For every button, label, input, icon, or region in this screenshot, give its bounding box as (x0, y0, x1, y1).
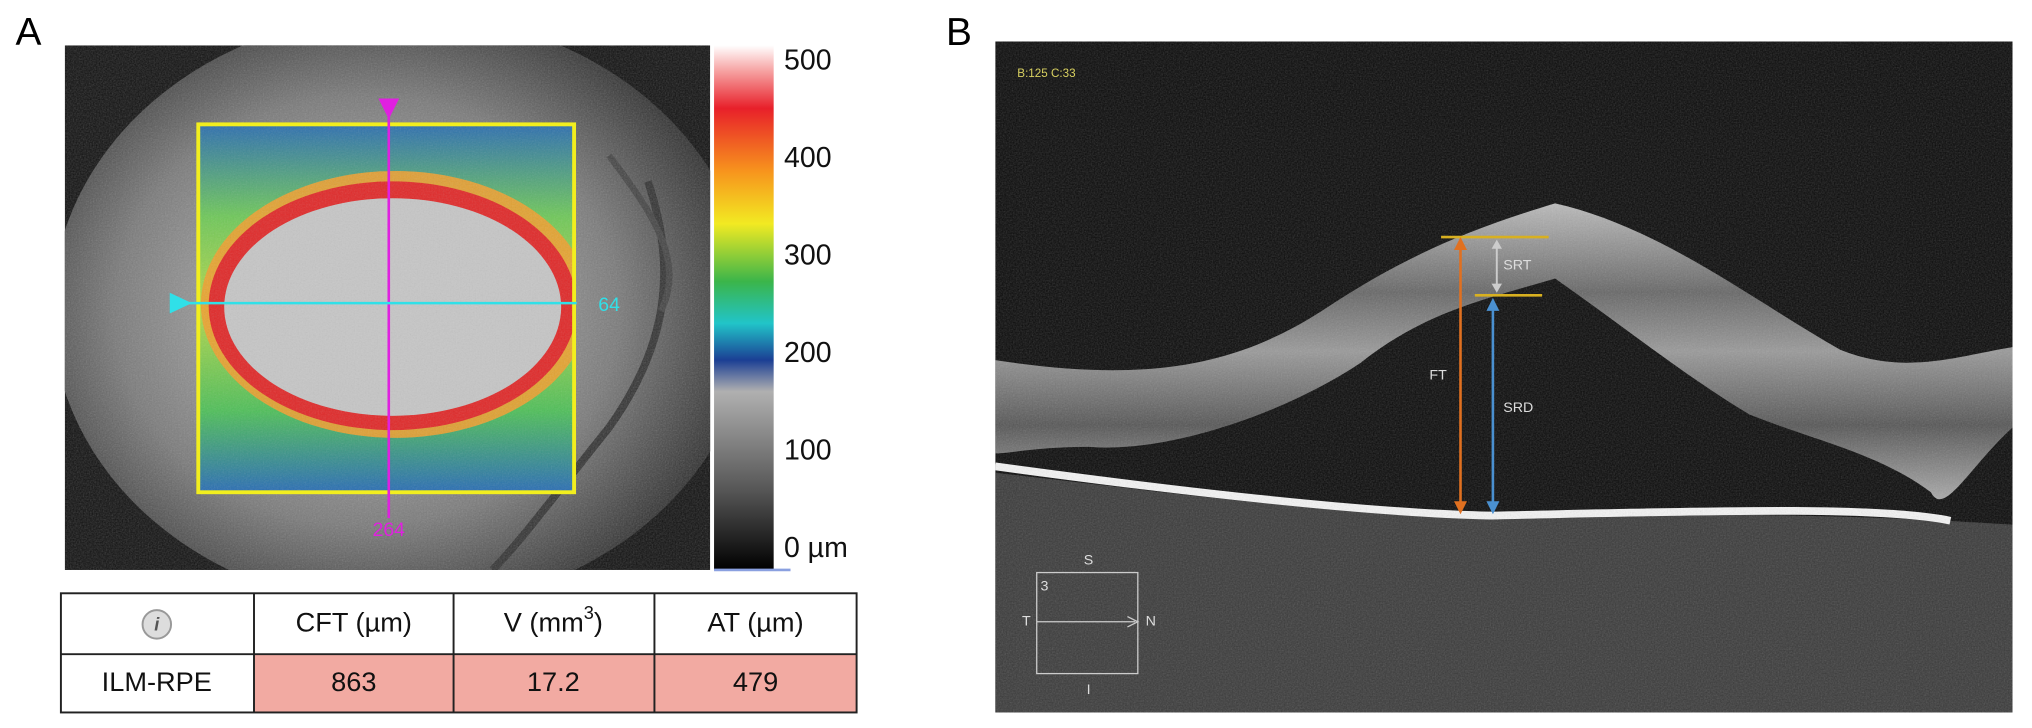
annotation: SRT (1503, 257, 1532, 273)
row-label: ILM-RPE (102, 666, 212, 697)
scan-label: 64 (598, 294, 620, 316)
oct-image: B:125 C:33 SRT FT SRD S T N I 3 (995, 41, 2013, 713)
annotation: SRD (1503, 400, 1533, 416)
panel-label: B (946, 11, 972, 54)
table-header: CFT (µm) (296, 607, 412, 638)
colorbar-unit: µm (808, 532, 848, 564)
orientation-label: T (1022, 614, 1031, 630)
colorbar-tick-label: 100 (784, 434, 832, 466)
colorbar-tick-label: 0 (784, 532, 800, 564)
table-cell: 479 (733, 666, 778, 697)
scan-label: 264 (373, 519, 406, 541)
colorbar-ticks: 500 400 300 200 100 0 µm (784, 45, 848, 564)
colorbar-tick-label: 400 (784, 142, 832, 174)
table-header: V (mm3) (504, 603, 603, 638)
colorbar-tick-label: 200 (784, 337, 832, 369)
header-text: V (mm (504, 607, 584, 638)
table: i (59, 592, 858, 714)
colorbar-tick-label: 500 (784, 45, 832, 77)
scan-info: B:125 C:33 (1017, 67, 1075, 80)
table-header: AT (µm) (707, 607, 803, 638)
table-cell: 863 (331, 666, 376, 697)
panel-label: A (16, 11, 42, 54)
colorbar-tick-label: 300 (784, 240, 832, 272)
orientation-label: N (1146, 614, 1156, 630)
fundus-image: 64 264 (64, 45, 711, 570)
header-text: ) (594, 607, 603, 638)
orientation-label: S (1084, 553, 1094, 569)
orientation-label: 3 (1041, 579, 1049, 595)
annotation: FT (1429, 367, 1447, 383)
colorbar (714, 45, 774, 570)
table-cell: 17.2 (527, 666, 580, 697)
header-superscript: 3 (584, 603, 594, 623)
orientation-label: I (1087, 682, 1091, 698)
svg-text:i: i (154, 614, 160, 634)
